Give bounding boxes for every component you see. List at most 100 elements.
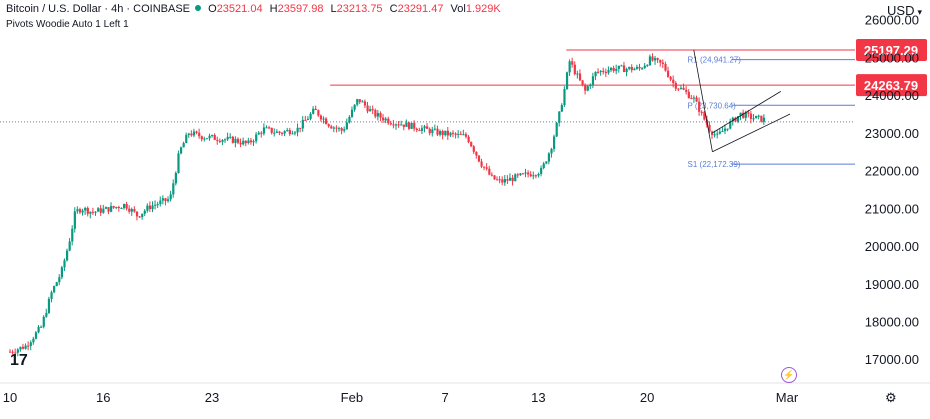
candle-body [752, 118, 755, 120]
tradingview-logo-icon[interactable]: 17 [10, 352, 28, 369]
drawings [693, 49, 791, 153]
symbol-title[interactable]: Bitcoin / U.S. Dollar · 4h · COINBASE [6, 3, 190, 15]
candle-body [459, 133, 462, 135]
candle-body [125, 203, 128, 209]
candle-body [726, 128, 729, 130]
candle-body [656, 58, 659, 60]
candle-body [84, 207, 87, 211]
candle-body [560, 105, 563, 112]
candle-body [47, 298, 51, 313]
candle-body [464, 134, 468, 137]
candle-body [397, 124, 400, 126]
candle-body [527, 172, 530, 175]
candle-body [578, 73, 582, 81]
candle-body [42, 316, 45, 327]
candle-body [278, 131, 281, 133]
candle-body [327, 124, 330, 127]
candle-body [203, 138, 206, 140]
candle-body [563, 89, 566, 106]
candle-body [612, 67, 615, 71]
candle-body [685, 89, 688, 92]
candles [9, 53, 766, 357]
x-axis[interactable]: 10 16 23 Feb 7 13 20 Mar [3, 390, 799, 405]
candle-body [65, 250, 69, 261]
candle-body [255, 134, 258, 142]
candle-body [565, 72, 569, 90]
candle-body [457, 133, 460, 135]
candle-body [659, 59, 662, 63]
candle-body [584, 84, 587, 91]
candle-body [441, 131, 444, 136]
y-tick-label: 17000.00 [865, 352, 919, 367]
candle-body [107, 207, 110, 212]
gear-icon[interactable]: ⚙ [885, 390, 897, 405]
x-tick-label: 13 [531, 390, 545, 405]
candle-body [299, 127, 302, 129]
low-value: 23213.75 [336, 3, 383, 15]
candle-body [291, 133, 294, 135]
candle-body [418, 130, 421, 132]
candle-body [89, 211, 92, 214]
candle-body [262, 127, 266, 134]
candle-body [643, 65, 646, 69]
candle-body [690, 98, 693, 100]
indicator-legend[interactable]: Pivots Woodie Auto 1 Left 1 [6, 19, 129, 30]
candle-body [198, 132, 201, 137]
currency-selector[interactable]: USD ▾ [887, 3, 922, 18]
trendline [712, 91, 781, 134]
currency-label: USD [887, 3, 915, 18]
candle-body [161, 198, 165, 201]
candle-body [182, 143, 185, 148]
candle-body [493, 175, 496, 180]
candle-body [586, 86, 589, 91]
candle-body [506, 179, 509, 181]
candle-body [760, 115, 763, 122]
candle-body [400, 124, 403, 126]
candle-body [296, 127, 299, 133]
candle-body [470, 142, 473, 147]
open-label: O [208, 3, 217, 15]
candle-body [195, 131, 198, 133]
candle-body [480, 161, 483, 167]
candle-body [431, 129, 434, 134]
candle-body [599, 70, 602, 72]
y-axis[interactable]: 17000.00 18000.00 19000.00 20000.00 21000.00… [865, 13, 919, 368]
timezone-icon[interactable]: ⚡ [781, 367, 797, 383]
candle-body [718, 131, 722, 134]
candle-body [503, 179, 506, 183]
candle-body [128, 208, 131, 212]
candle-body [350, 109, 354, 117]
candle-body [192, 131, 196, 136]
candle-body [283, 131, 286, 134]
x-tick-label: 7 [442, 390, 449, 405]
candle-body [477, 155, 481, 162]
candle-body [635, 66, 639, 69]
candle-body [301, 119, 304, 129]
y-tick-label: 20000.00 [865, 239, 919, 254]
candle-body [270, 127, 273, 133]
candle-body [723, 128, 727, 132]
candle-body [19, 346, 22, 350]
pivot-label: R1 (24,941.27) [688, 56, 742, 65]
candle-body [604, 72, 608, 74]
candle-body [534, 175, 538, 177]
y-tick-label: 18000.00 [865, 315, 919, 330]
candle-body [576, 73, 579, 75]
candle-body [589, 84, 592, 87]
candle-body [179, 147, 183, 154]
candle-body [164, 198, 167, 202]
candle-body [661, 62, 665, 64]
candle-body [664, 63, 667, 71]
candle-body [304, 119, 307, 121]
candle-body [610, 67, 613, 71]
candle-body [146, 205, 149, 211]
candle-body [97, 208, 100, 212]
candle-body [729, 121, 732, 129]
candle-body [708, 124, 711, 132]
candle-body [169, 194, 172, 200]
candle-body [229, 136, 232, 138]
candle-body [749, 113, 753, 119]
candle-body [387, 118, 390, 124]
